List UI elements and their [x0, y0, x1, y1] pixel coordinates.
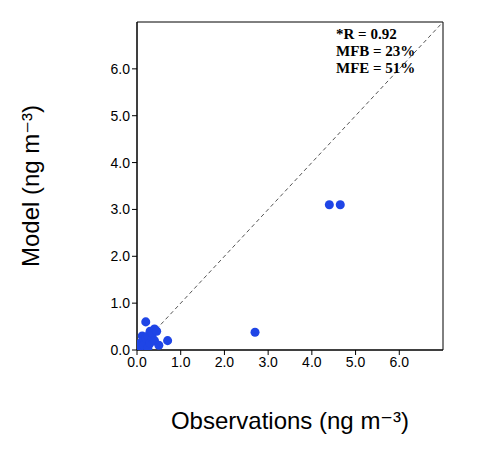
svg-text:1.0: 1.0: [111, 295, 131, 311]
html-text:MFB = 23%: MFB = 23%: [336, 43, 416, 59]
svg-text:0.0: 0.0: [127, 354, 147, 370]
html-text:MFE = 51%: MFE = 51%: [336, 60, 416, 76]
svg-text:Observations (ng m⁻³): Observations (ng m⁻³): [171, 407, 409, 434]
svg-text:5.0: 5.0: [111, 108, 131, 124]
svg-text:3.0: 3.0: [258, 354, 278, 370]
svg-text:6.0: 6.0: [390, 354, 410, 370]
svg-text:6.0: 6.0: [111, 61, 131, 77]
svg-text:4.0: 4.0: [111, 155, 131, 171]
svg-text:0.0: 0.0: [111, 342, 131, 358]
svg-text:Model (ng m⁻³): Model (ng m⁻³): [17, 105, 44, 267]
svg-text:2.0: 2.0: [215, 354, 235, 370]
svg-text:5.0: 5.0: [346, 354, 366, 370]
html-text:*R = 0.92: *R = 0.92: [336, 26, 397, 42]
svg-text:1.0: 1.0: [171, 354, 191, 370]
svg-text:3.0: 3.0: [111, 201, 131, 217]
svg-text:4.0: 4.0: [302, 354, 322, 370]
svg-text:2.0: 2.0: [111, 248, 131, 264]
